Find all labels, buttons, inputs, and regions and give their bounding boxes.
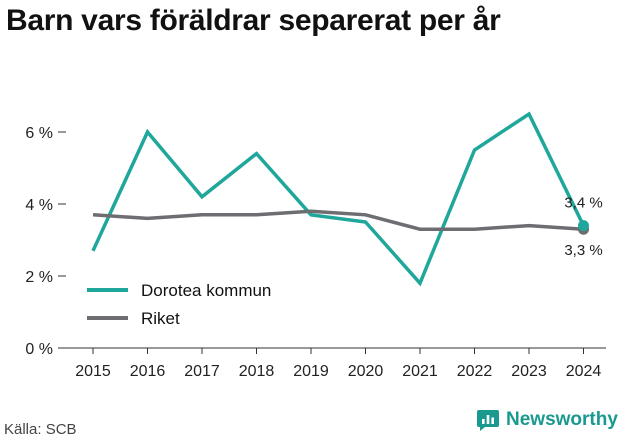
x-tick-label: 2017 xyxy=(184,363,220,380)
x-tick-label: 2021 xyxy=(402,363,438,380)
legend: Dorotea kommun Riket xyxy=(87,281,271,328)
series-end-marker-0 xyxy=(578,220,589,232)
y-tick-label: 2 % xyxy=(25,269,53,286)
y-tick-label: 4 % xyxy=(25,197,53,214)
series-line-1 xyxy=(92,209,584,231)
brand-logo: Newsworthy xyxy=(476,408,618,432)
legend-label-1: Riket xyxy=(141,309,180,328)
x-tick-label: 2023 xyxy=(511,363,547,380)
newsworthy-logo-icon xyxy=(477,410,499,431)
series-line-0 xyxy=(91,111,586,287)
legend-label-0: Dorotea kommun xyxy=(141,281,271,300)
x-tick-label: 2019 xyxy=(293,363,329,380)
y-axis: 0 % 2 % 4 % 6 % xyxy=(25,125,66,358)
series-end-label-0: 3,4 % xyxy=(564,195,602,212)
x-tick-label: 2015 xyxy=(75,363,111,380)
series-end-label-1: 3,3 % xyxy=(564,242,602,259)
x-axis: 2015 2016 2017 2018 2019 2020 2021 2022 2023 2024 xyxy=(66,347,606,380)
series-layer: 3,4 % 3,3 % xyxy=(91,111,603,287)
x-tick-label: 2018 xyxy=(239,363,275,380)
source-note: Källa: SCB xyxy=(4,421,77,438)
brand-name: Newsworthy xyxy=(506,409,618,430)
y-tick-label: 0 % xyxy=(25,341,53,358)
x-tick-label: 2020 xyxy=(348,363,384,380)
x-tick-label: 2022 xyxy=(457,363,493,380)
chart-title: Barn vars föräldrar separerat per år xyxy=(6,4,501,37)
y-tick-label: 6 % xyxy=(25,125,53,142)
x-tick-label: 2016 xyxy=(130,363,166,380)
x-tick-label: 2024 xyxy=(566,363,602,380)
